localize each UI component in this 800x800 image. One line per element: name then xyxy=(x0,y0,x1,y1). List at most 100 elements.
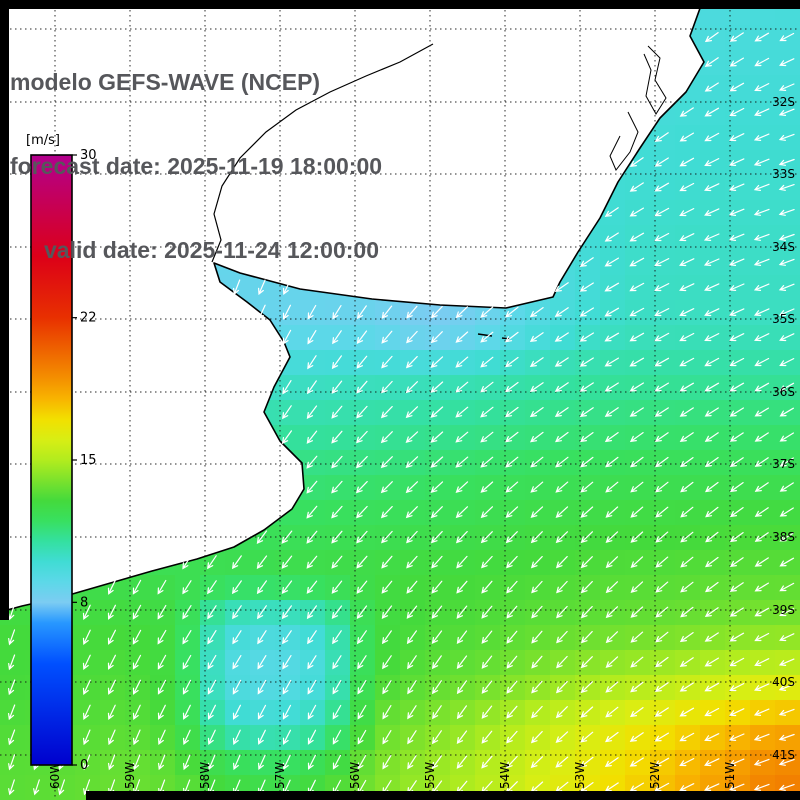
wind-field-cell xyxy=(675,100,701,126)
wind-field-cell xyxy=(425,675,451,701)
wind-field-cell xyxy=(750,275,776,301)
wind-field-cell xyxy=(625,725,651,751)
wind-field-cell xyxy=(725,475,751,501)
wind-field-cell xyxy=(150,725,176,751)
lon-label: 59W xyxy=(123,762,137,789)
wind-field-cell xyxy=(275,400,301,426)
wind-field-cell xyxy=(325,450,351,476)
wind-field-cell xyxy=(475,500,501,526)
wind-field-cell xyxy=(600,375,626,401)
wind-field-cell xyxy=(275,600,301,626)
wind-field-cell xyxy=(300,375,326,401)
wind-field-cell xyxy=(325,475,351,501)
wind-field-cell xyxy=(725,375,751,401)
wind-field-cell xyxy=(750,75,776,101)
wind-field-cell xyxy=(650,600,676,626)
wind-field-cell xyxy=(250,675,276,701)
wind-field-cell xyxy=(600,675,626,701)
wind-field-cell xyxy=(625,300,651,326)
wind-field-cell xyxy=(225,725,251,751)
wind-field-cell xyxy=(500,600,526,626)
wind-field-cell xyxy=(375,475,401,501)
wind-field-cell xyxy=(750,200,776,226)
wind-field-cell xyxy=(450,725,476,751)
wind-field-cell xyxy=(550,650,576,676)
wind-field-cell xyxy=(575,475,601,501)
wind-field-cell xyxy=(650,475,676,501)
wind-field-cell xyxy=(300,400,326,426)
wind-field-cell xyxy=(225,750,251,776)
wind-field-cell xyxy=(650,400,676,426)
wind-field-cell xyxy=(75,725,101,751)
wind-field-cell xyxy=(300,500,326,526)
wind-field-cell xyxy=(275,525,301,551)
wind-field-cell xyxy=(550,575,576,601)
wind-field-cell xyxy=(750,225,776,251)
wind-field-cell xyxy=(350,400,376,426)
wind-field-cell xyxy=(175,625,201,651)
lat-label: 41S xyxy=(772,748,795,762)
wind-field-cell xyxy=(225,600,251,626)
wind-field-cell xyxy=(525,675,551,701)
wind-field-cell xyxy=(600,725,626,751)
wind-field-cell xyxy=(700,725,726,751)
lon-label: 56W xyxy=(348,762,362,789)
wind-field-cell xyxy=(375,675,401,701)
wind-field-cell xyxy=(625,475,651,501)
wind-field-cell xyxy=(525,350,551,376)
wind-field-cell xyxy=(725,125,751,151)
wind-field-cell xyxy=(350,325,376,351)
lat-label: 35S xyxy=(772,312,795,326)
wind-field-cell xyxy=(575,250,601,276)
wind-field-cell xyxy=(725,100,751,126)
wind-field-cell xyxy=(650,550,676,576)
wind-field-cell xyxy=(400,575,426,601)
wind-field-cell xyxy=(675,450,701,476)
wind-field-cell xyxy=(375,700,401,726)
lat-label: 33S xyxy=(772,167,795,181)
wind-field-cell xyxy=(700,25,726,51)
wind-field-cell xyxy=(775,400,800,426)
wind-field-cell xyxy=(250,750,276,776)
wind-field-cell xyxy=(350,575,376,601)
wind-field-cell xyxy=(450,625,476,651)
wind-field-cell xyxy=(700,525,726,551)
wind-field-cell xyxy=(600,225,626,251)
wind-field-cell xyxy=(100,600,126,626)
wind-field-cell xyxy=(450,325,476,351)
wind-field-cell xyxy=(500,575,526,601)
wind-field-cell xyxy=(0,650,26,676)
wind-field-cell xyxy=(500,400,526,426)
wind-field-cell xyxy=(600,650,626,676)
wind-field-cell xyxy=(450,375,476,401)
wind-field-cell xyxy=(300,725,326,751)
lon-label: 51W xyxy=(723,762,737,789)
wind-field-cell xyxy=(125,675,151,701)
wind-field-cell xyxy=(400,325,426,351)
wind-field-cell xyxy=(775,675,800,701)
wind-field-cell xyxy=(350,475,376,501)
wind-field-cell xyxy=(675,650,701,676)
wind-field-cell xyxy=(375,625,401,651)
wind-field-cell xyxy=(525,625,551,651)
wind-field-cell xyxy=(475,650,501,676)
wind-field-cell xyxy=(775,575,800,601)
wind-field-cell xyxy=(575,725,601,751)
wind-field-cell xyxy=(125,700,151,726)
wind-field-cell xyxy=(175,700,201,726)
wind-field-cell xyxy=(750,375,776,401)
wind-field-cell xyxy=(675,400,701,426)
wind-field-cell xyxy=(600,350,626,376)
lat-label: 36S xyxy=(772,385,795,399)
wind-field-cell xyxy=(725,725,751,751)
wind-field-cell xyxy=(100,750,126,776)
wind-field-cell xyxy=(650,225,676,251)
wind-field-cell xyxy=(575,675,601,701)
wind-field-cell xyxy=(775,725,800,751)
wind-field-cell xyxy=(775,650,800,676)
wind-field-cell xyxy=(450,575,476,601)
wind-field-cell xyxy=(775,225,800,251)
wind-field-cell xyxy=(550,475,576,501)
wind-field-cell xyxy=(250,625,276,651)
wind-field-cell xyxy=(575,400,601,426)
